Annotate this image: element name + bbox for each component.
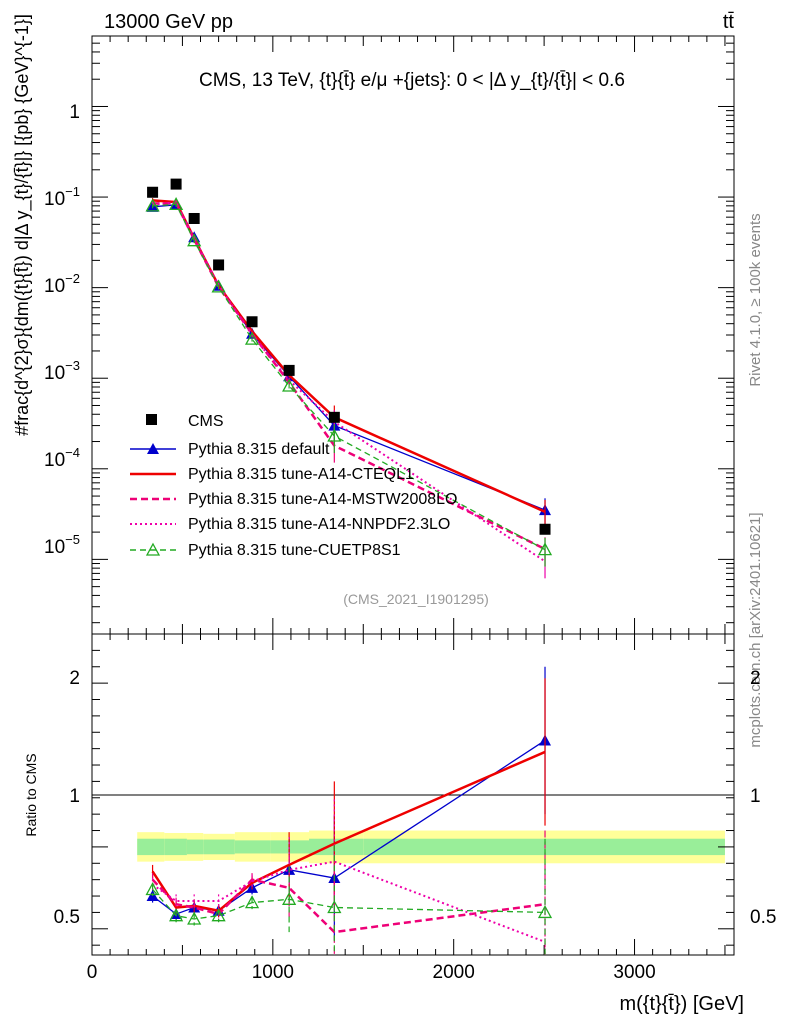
ratio-band-inner xyxy=(234,840,271,854)
ratio-marker-cuetp8s1 xyxy=(537,905,553,919)
cms-data-point xyxy=(539,523,551,535)
ratio-marker-cuetp8s1 xyxy=(327,900,342,914)
x-tick-label: 1000 xyxy=(252,962,294,983)
cms-data-point xyxy=(147,186,159,198)
ratio-marker-cuetp8s1 xyxy=(282,891,297,905)
series-marker-cuetp8s1 xyxy=(211,279,226,293)
ratio-marker-cuetp8s1 xyxy=(187,911,202,925)
y-tick-label-1e-4: 10−4 xyxy=(44,445,80,471)
ratio-band-inner xyxy=(164,838,187,856)
series-marker-cuetp8s1 xyxy=(537,542,553,556)
ratio-band-inner xyxy=(309,838,364,856)
main-ticks xyxy=(91,35,734,634)
ratio-marker-cuetp8s1 xyxy=(244,895,260,909)
legend-label-default: Pythia 8.315 default xyxy=(188,441,330,458)
series-marker-cuetp8s1 xyxy=(145,198,160,212)
ratio-band-inner xyxy=(203,839,235,855)
series-marker-cuetp8s1 xyxy=(327,428,342,442)
legend-marker-cuetp8s1 xyxy=(145,542,161,556)
cms-data-point xyxy=(246,316,258,328)
main-title: CMS, 13 TeV, {t}{t̄} e/μ +{jets}: 0 < |Δ… xyxy=(199,70,625,91)
series-marker-cuetp8s1 xyxy=(282,378,297,392)
ratio-line-5 xyxy=(152,889,546,920)
ratio-band-inner xyxy=(363,838,725,856)
legend-label-cuetp8s1: Pythia 8.315 tune-CUETP8S1 xyxy=(188,542,401,559)
ratio-panel: 2 1 0.5 2 1 0.5 Ratio to CMS 0 1000 2000 30… xyxy=(23,633,777,1015)
legend-marker-cms xyxy=(146,414,157,425)
ratio-y-tick-0.5: 0.5 xyxy=(54,907,80,928)
ratio-line-4 xyxy=(152,860,546,943)
legend-label-cms: CMS xyxy=(188,413,224,430)
cms-data-point xyxy=(170,178,182,190)
ratio-y-tick-2: 2 xyxy=(69,668,80,689)
ratio-frame xyxy=(91,633,735,956)
cms-data-point xyxy=(188,212,200,224)
main-series xyxy=(145,178,553,579)
ratio-line-1 xyxy=(152,739,546,915)
series-marker-cuetp8s1 xyxy=(244,331,260,345)
y-tick-label-1e-3: 10−3 xyxy=(44,358,80,384)
cms-data-point xyxy=(213,259,225,271)
x-tick-label: 0 xyxy=(87,962,98,983)
legend-marker-default xyxy=(147,443,159,454)
y-tick-label-1: 1 xyxy=(69,102,80,123)
series-marker-cuetp8s1 xyxy=(168,197,184,211)
legend-label-cteql1: Pythia 8.315 tune-A14-CTEQL1 xyxy=(188,466,414,483)
y-tick-label-1e-2: 10−2 xyxy=(44,271,80,297)
main-y-axis-label: #frac{d^{2}σ}{dm({t}{t̄}) d|Δ y_{t}/{t̄}… xyxy=(12,14,33,436)
x-tick-label: 2000 xyxy=(433,962,475,983)
x-axis-label: m({t}{t̄}) [GeV] xyxy=(619,993,744,1015)
ratio-marker-cuetp8s1 xyxy=(168,908,184,922)
beam-label: 13000 GeV pp xyxy=(104,11,233,33)
ratio-y-axis-label: Ratio to CMS xyxy=(23,753,39,836)
legend-label-nnpdf: Pythia 8.315 tune-A14-NNPDF2.3LO xyxy=(188,516,450,533)
y-tick-label-1e-5: 10−5 xyxy=(44,532,80,558)
ratio-line-3 xyxy=(151,878,546,934)
ratio-y-tick-right-0.5: 0.5 xyxy=(750,907,776,928)
analysis-label: (CMS_2021_I1901295) xyxy=(343,591,489,607)
ratio-y-tick-right-1: 1 xyxy=(750,786,761,807)
ratio-y-tick-labels: 2 1 0.5 2 1 0.5 xyxy=(54,668,777,928)
mcplots-label: mcplots.cern.ch [arXiv:2401.10621] xyxy=(747,512,764,747)
legend-label-mstw: Pythia 8.315 tune-A14-MSTW2008LO xyxy=(188,491,457,508)
y-tick-label-1e-1: 10−1 xyxy=(44,184,80,210)
rivet-label: Rivet 4.1.0, ≥ 100k events xyxy=(747,213,764,386)
cms-data-point xyxy=(328,411,340,423)
legend: CMS Pythia 8.315 default Pythia 8.315 tu… xyxy=(130,413,457,559)
series-marker-cuetp8s1 xyxy=(187,233,202,247)
ratio-y-tick-right-2: 2 xyxy=(750,668,761,689)
x-tick-labels: 0 1000 2000 3000 xyxy=(87,962,656,983)
cms-data-point xyxy=(283,364,295,376)
series-line-5 xyxy=(152,203,546,551)
ratio-series xyxy=(145,666,553,955)
x-tick-label: 3000 xyxy=(613,962,655,983)
main-y-tick-labels: 1 10−1 10−2 10−3 10−4 10−5 xyxy=(44,102,80,558)
series-line-1 xyxy=(152,204,546,511)
main-panel: 1 10−1 10−2 10−3 10−4 10−5 #frac{d^{2}σ}… xyxy=(12,14,735,635)
ratio-uncertainty-band xyxy=(137,830,725,864)
series-line-4 xyxy=(152,201,546,563)
ratio-marker-cuetp8s1 xyxy=(145,882,160,896)
process-label: tt̄ xyxy=(723,11,735,33)
ratio-band-inner xyxy=(186,839,204,855)
ratio-y-tick-1: 1 xyxy=(69,786,80,807)
ratio-marker-cuetp8s1 xyxy=(211,908,226,922)
ratio-band-inner xyxy=(137,838,165,856)
ratio-ticks xyxy=(91,634,734,955)
